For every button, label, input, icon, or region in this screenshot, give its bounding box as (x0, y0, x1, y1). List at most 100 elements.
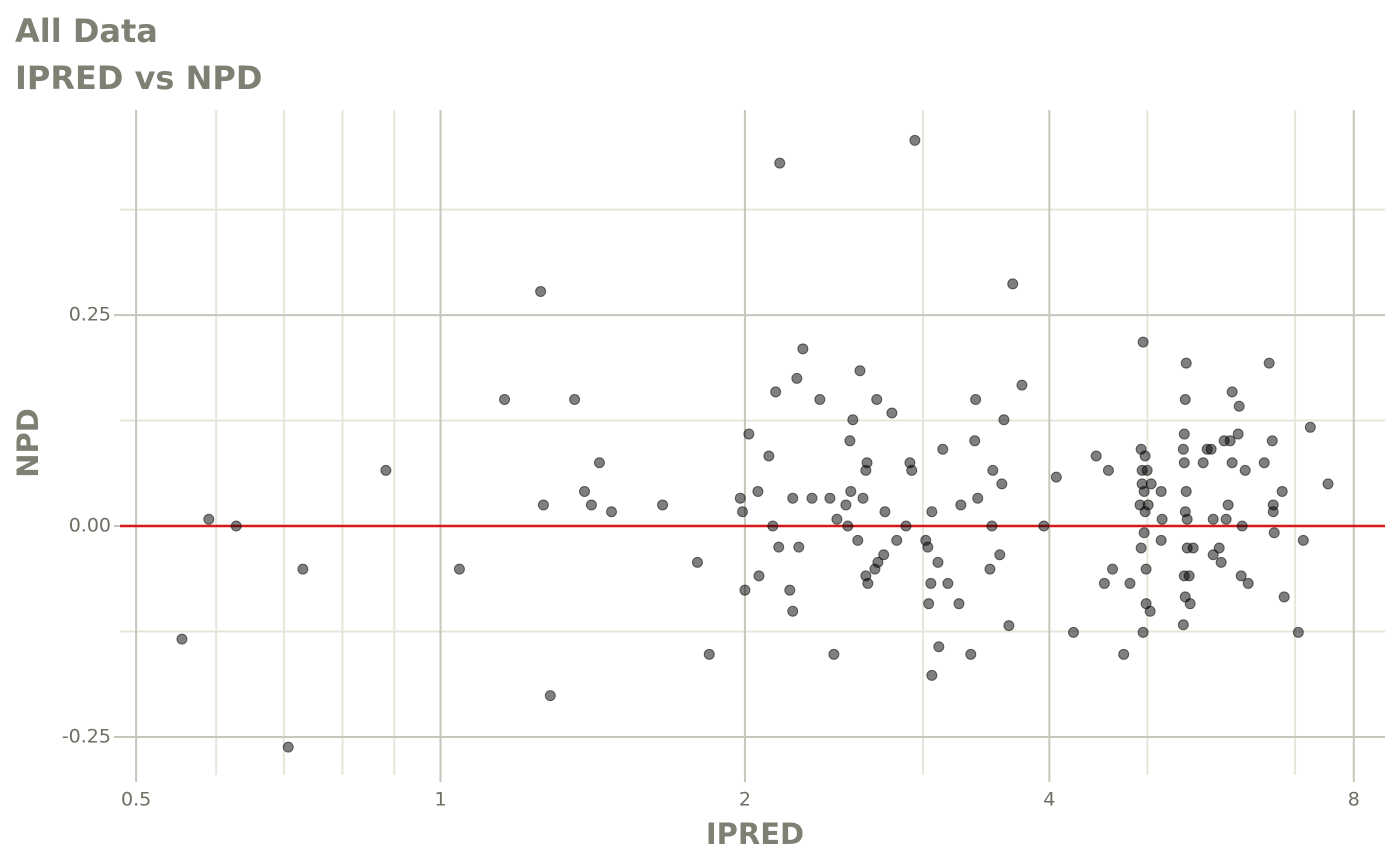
point (857, 492, 869, 504)
y-axis-label: NPD (11, 408, 45, 478)
point (791, 372, 803, 384)
point (1276, 485, 1288, 497)
point (1177, 443, 1189, 455)
chart-subtitle: IPRED vs NPD (15, 59, 262, 97)
point (955, 499, 967, 511)
point (1007, 278, 1019, 290)
point (770, 386, 782, 398)
point (933, 641, 945, 653)
point (831, 513, 843, 525)
point (923, 598, 935, 610)
point (1090, 450, 1102, 462)
point (1242, 577, 1254, 589)
point (793, 541, 805, 553)
point (861, 457, 873, 469)
point (752, 485, 764, 497)
point (1003, 620, 1015, 632)
x-tick-label: 1 (434, 789, 446, 811)
point (1138, 527, 1150, 539)
point (878, 549, 890, 561)
point (1266, 435, 1278, 447)
point (282, 741, 294, 753)
point (784, 584, 796, 596)
point (970, 393, 982, 405)
point (886, 407, 898, 419)
point (1142, 499, 1154, 511)
point (1145, 478, 1157, 490)
point (1140, 563, 1152, 575)
point (1138, 485, 1150, 497)
point (828, 648, 840, 660)
point (537, 499, 549, 511)
point (605, 506, 617, 518)
point (1102, 464, 1114, 476)
point (1205, 443, 1217, 455)
point (1213, 542, 1225, 554)
point (852, 534, 864, 546)
point (1177, 619, 1189, 631)
point (998, 414, 1010, 426)
point (703, 648, 715, 660)
point (657, 499, 669, 511)
point (1226, 386, 1238, 398)
point (1304, 421, 1316, 433)
point (986, 520, 998, 532)
point (1181, 513, 1193, 525)
point (1222, 499, 1234, 511)
point (984, 563, 996, 575)
point (1156, 513, 1168, 525)
point (544, 690, 556, 702)
point (942, 577, 954, 589)
point (774, 157, 786, 169)
point (953, 598, 965, 610)
point (1180, 357, 1192, 369)
point (737, 506, 749, 518)
point (926, 669, 938, 681)
point (1215, 556, 1227, 568)
point (499, 393, 511, 405)
point (1258, 457, 1270, 469)
point (891, 534, 903, 546)
point (1107, 563, 1119, 575)
x-tick-label: 4 (1043, 789, 1055, 811)
point (862, 577, 874, 589)
point (797, 343, 809, 355)
point (1233, 400, 1245, 412)
point (872, 556, 884, 568)
point (926, 506, 938, 518)
point (937, 443, 949, 455)
point (763, 450, 775, 462)
point (1236, 520, 1248, 532)
point (1098, 577, 1110, 589)
point (734, 492, 746, 504)
point (996, 478, 1008, 490)
point (1155, 534, 1167, 546)
point (806, 492, 818, 504)
point (535, 285, 547, 297)
point (1124, 577, 1136, 589)
point (824, 492, 836, 504)
point (743, 428, 755, 440)
point (1322, 478, 1334, 490)
point (585, 499, 597, 511)
point (787, 492, 799, 504)
point (909, 134, 921, 146)
point (1137, 626, 1149, 638)
point (842, 520, 854, 532)
point (925, 577, 937, 589)
x-tick-label: 0.5 (121, 789, 151, 811)
point (987, 464, 999, 476)
point (1267, 506, 1279, 518)
point (1016, 379, 1028, 391)
point (691, 556, 703, 568)
point (1067, 626, 1079, 638)
point (380, 464, 392, 476)
point (1144, 605, 1156, 617)
point (854, 365, 866, 377)
point (1179, 393, 1191, 405)
point (879, 506, 891, 518)
point (1118, 648, 1130, 660)
plot-area (120, 134, 1385, 753)
point (203, 513, 215, 525)
